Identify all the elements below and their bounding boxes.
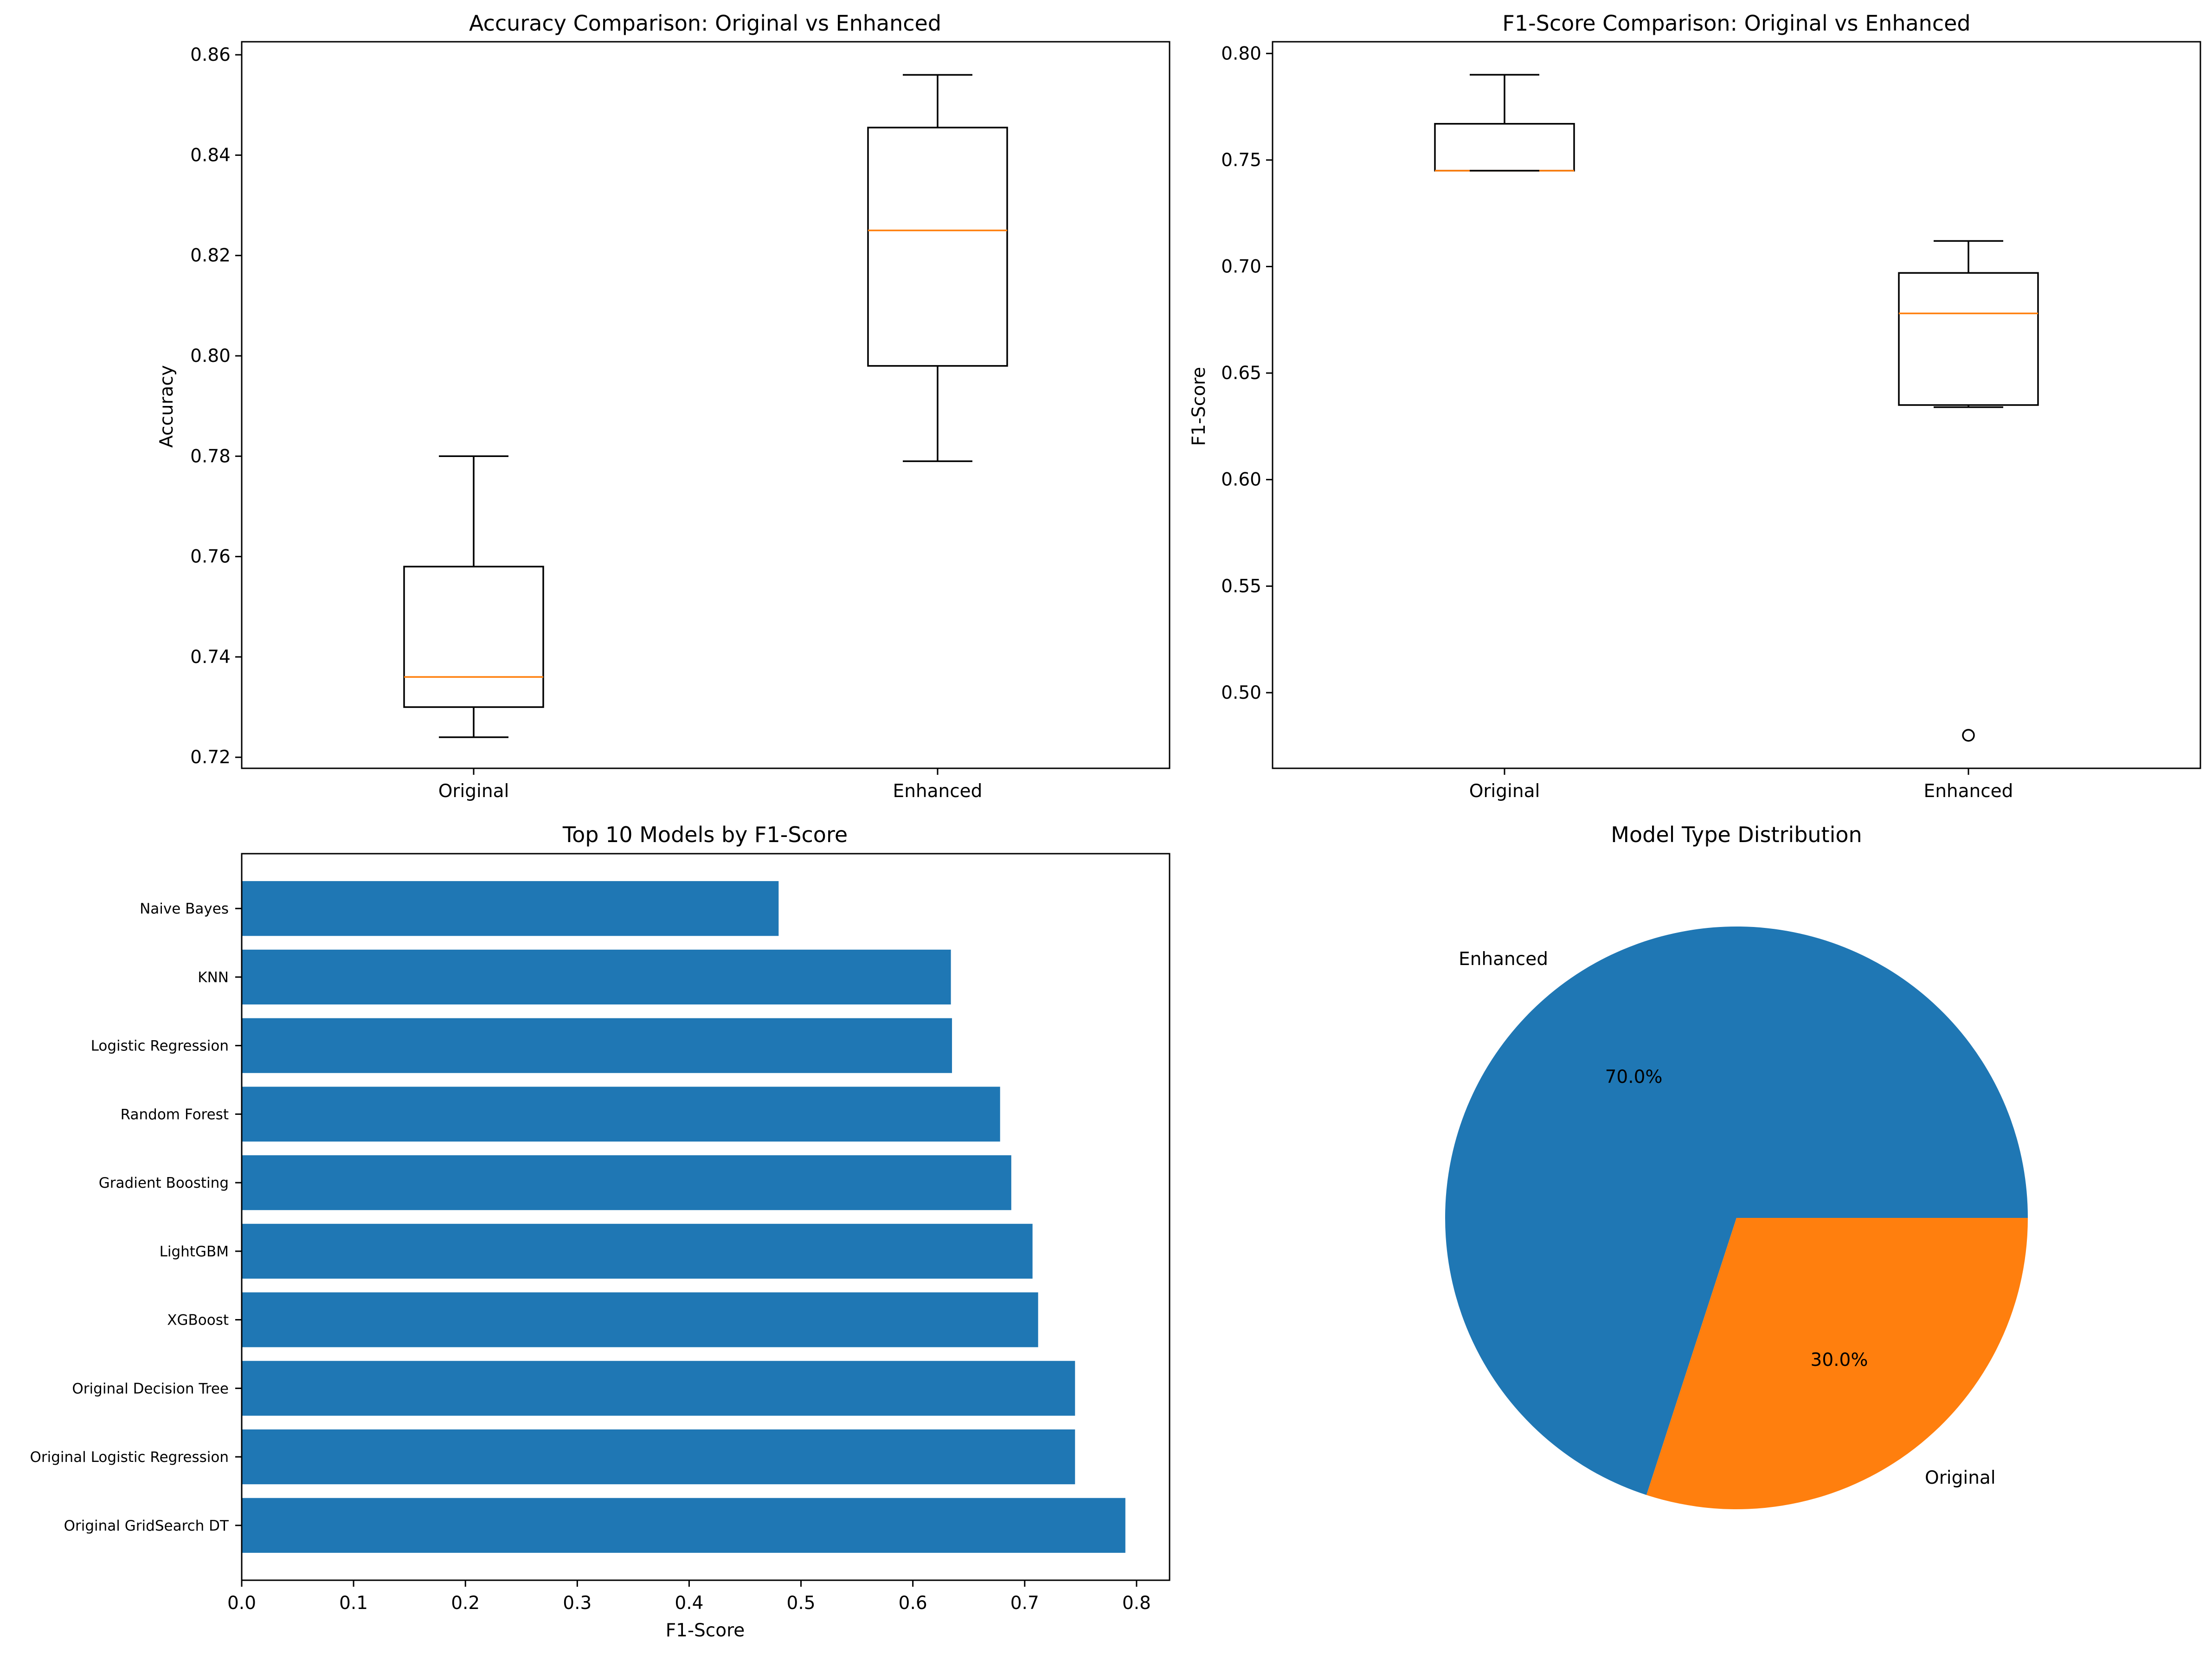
- top10-y-tick-label-original-logistic-regression: Original Logistic Regression: [30, 1449, 229, 1466]
- top10-y-tick-label-original-gridsearch-dt: Original GridSearch DT: [64, 1518, 229, 1534]
- top10-y-tick-label-random-forest: Random Forest: [121, 1106, 229, 1123]
- top10-chart-title: Top 10 Models by F1-Score: [562, 822, 848, 847]
- f1-x-tick-label-enhanced: Enhanced: [1924, 781, 2013, 802]
- bar-original-logistic-regression: [242, 1429, 1075, 1485]
- bar-xgboost: [242, 1292, 1038, 1347]
- f1-y-tick-label: 0.70: [1221, 256, 1261, 277]
- bar-naive-bayes: [242, 881, 779, 936]
- bar-lightgbm: [242, 1223, 1033, 1279]
- bar-logistic-regression: [242, 1018, 952, 1073]
- pie-chart-title: Model Type Distribution: [1611, 822, 1862, 847]
- f1-chart-title: F1-Score Comparison: Original vs Enhance…: [1502, 11, 1970, 36]
- top10-x-tick-label: 0.1: [339, 1593, 368, 1614]
- top10-x-tick-label: 0.7: [1010, 1593, 1039, 1614]
- top10-y-tick-label-logistic-regression: Logistic Regression: [91, 1038, 229, 1055]
- acc-y-tick-label: 0.76: [190, 547, 231, 567]
- top10-x-tick-label: 0.2: [451, 1593, 480, 1614]
- f1-comparison-panel: F1-Score Comparison: Original vs Enhance…: [1189, 11, 2201, 802]
- pie-label-original: Original: [1925, 1467, 1996, 1488]
- f1-plot-frame: [1272, 41, 2201, 769]
- acc-y-tick-label: 0.80: [190, 346, 231, 367]
- f1-y-tick-label: 0.60: [1221, 470, 1261, 490]
- top10-y-tick-label-original-decision-tree: Original Decision Tree: [72, 1380, 229, 1397]
- acc-y-tick-label: 0.78: [190, 446, 231, 467]
- bar-gradient-boosting: [242, 1155, 1011, 1210]
- f1-y-tick-label: 0.65: [1221, 363, 1261, 384]
- accuracy-plot-frame: [241, 41, 1170, 769]
- top10-y-tick-label-xgboost: XGBoost: [167, 1312, 229, 1329]
- acc-y-tick-label: 0.74: [190, 647, 231, 668]
- acc-x-tick-label-enhanced: Enhanced: [893, 781, 983, 802]
- model-type-distribution-panel: Model Type Distribution Enhanced 70.0% Ori…: [1445, 822, 2028, 1509]
- bar-knn: [242, 949, 951, 1005]
- top10-y-tick-label-naive-bayes: Naive Bayes: [140, 901, 229, 917]
- pie-percent-original: 30.0%: [1811, 1350, 1868, 1371]
- top10-y-tick-label-gradient-boosting: Gradient Boosting: [99, 1175, 229, 1191]
- top10-y-tick-label-lightgbm: LightGBM: [160, 1243, 229, 1260]
- accuracy-y-axis-label: Accuracy: [156, 365, 177, 448]
- f1-outlier-enhanced: [1962, 729, 1975, 742]
- acc-y-tick-label: 0.72: [190, 747, 231, 768]
- top10-x-tick-label: 0.6: [899, 1593, 927, 1614]
- acc-y-tick-label: 0.82: [190, 245, 231, 266]
- top10-x-tick-label: 0.3: [563, 1593, 592, 1614]
- pie-label-enhanced: Enhanced: [1459, 949, 1548, 970]
- acc-y-tick-label: 0.84: [190, 145, 231, 166]
- accuracy-chart-title: Accuracy Comparison: Original vs Enhance…: [469, 11, 941, 36]
- acc-x-tick-label-original: Original: [438, 781, 509, 802]
- f1-x-tick-label-original: Original: [1469, 781, 1540, 802]
- top10-x-tick-label: 0.8: [1122, 1593, 1151, 1614]
- top10-plot-frame: [241, 853, 1170, 1581]
- top10-y-tick-label-knn: KNN: [198, 969, 229, 986]
- top10-x-axis-label: F1-Score: [666, 1620, 745, 1641]
- top10-x-tick-label: 0.5: [787, 1593, 816, 1614]
- f1-y-axis-label: F1-Score: [1189, 367, 1209, 446]
- bar-original-decision-tree: [242, 1361, 1075, 1416]
- f1-y-tick-label: 0.50: [1221, 682, 1261, 703]
- bar-original-gridsearch-dt: [242, 1498, 1125, 1553]
- pie-slice-original: [1646, 1218, 2028, 1509]
- f1-y-tick-label: 0.75: [1221, 150, 1261, 171]
- top10-x-tick-label: 0.0: [227, 1593, 256, 1614]
- f1-y-tick-label: 0.80: [1221, 43, 1261, 64]
- top10-x-tick-label: 0.4: [675, 1593, 703, 1614]
- pie-percent-enhanced: 70.0%: [1605, 1067, 1663, 1088]
- pie-slice-enhanced: [1445, 927, 2028, 1495]
- f1-y-tick-label: 0.55: [1221, 576, 1261, 597]
- top10-models-panel: Top 10 Models by F1-Score F1-Score 0.0 0.…: [30, 822, 1170, 1641]
- accuracy-comparison-panel: Accuracy Comparison: Original vs Enhance…: [156, 11, 1170, 802]
- bar-random-forest: [242, 1087, 1000, 1142]
- acc-y-tick-label: 0.86: [190, 45, 231, 65]
